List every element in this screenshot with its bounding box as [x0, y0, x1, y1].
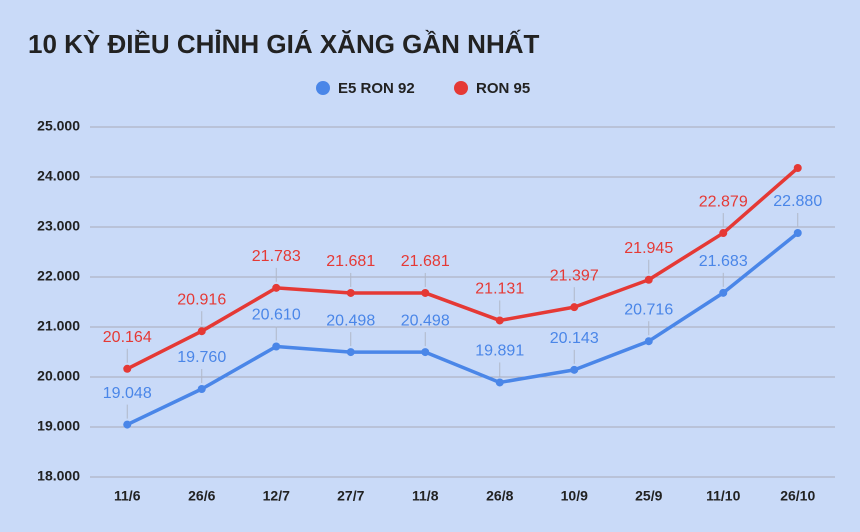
point	[495, 378, 504, 387]
x-tick-label: 10/9	[561, 488, 588, 504]
point	[197, 327, 206, 336]
value-label: 21.683	[699, 253, 748, 270]
point	[346, 348, 355, 357]
value-label: 20.143	[550, 330, 599, 347]
x-tick-label: 11/10	[706, 488, 740, 504]
value-label: 22.880	[773, 193, 822, 210]
value-label: 20.716	[624, 301, 673, 318]
x-tick-label: 26/8	[486, 488, 513, 504]
point	[346, 288, 355, 297]
point	[644, 337, 653, 346]
value-label: 21.131	[475, 281, 524, 298]
value-label: 21.681	[401, 253, 450, 270]
value-label: 20.498	[401, 312, 450, 329]
point	[197, 385, 206, 393]
y-tick-label: 21.000	[37, 318, 80, 334]
y-tick-label: 22.000	[37, 268, 80, 284]
point	[793, 164, 802, 172]
legend-label: RON 95	[476, 80, 530, 97]
point	[421, 348, 430, 357]
point	[570, 303, 579, 312]
legend-marker	[454, 81, 468, 95]
chart-title: 10 KỲ ĐIỀU CHỈNH GIÁ XĂNG GẦN NHẤT	[28, 29, 539, 59]
value-label: 19.048	[103, 385, 152, 402]
point	[272, 342, 281, 351]
point	[421, 288, 430, 297]
value-label: 21.783	[252, 248, 301, 265]
value-label: 20.164	[103, 329, 152, 346]
value-label: 21.397	[550, 267, 599, 284]
series-line	[126, 231, 799, 427]
legend-marker	[316, 81, 330, 95]
value-label: 21.681	[326, 253, 375, 270]
point	[719, 229, 728, 238]
point	[123, 420, 132, 429]
point	[570, 365, 579, 374]
x-tick-label: 11/8	[412, 488, 439, 504]
point	[793, 229, 802, 237]
series-line	[126, 166, 799, 371]
point	[719, 288, 728, 297]
point	[123, 364, 132, 373]
point	[495, 316, 504, 325]
y-tick-label: 18.000	[37, 468, 80, 484]
value-label: 19.891	[475, 343, 524, 360]
x-tick-label: 25/9	[635, 488, 662, 504]
x-tick-label: 12/7	[263, 488, 290, 504]
point	[644, 275, 653, 284]
value-label: 22.879	[699, 193, 748, 210]
y-tick-label: 19.000	[37, 418, 80, 434]
value-label: 19.760	[177, 349, 226, 366]
value-label: 20.498	[326, 312, 375, 329]
x-tick-label: 11/6	[114, 488, 141, 504]
y-tick-label: 24.000	[37, 168, 80, 184]
value-label: 21.945	[624, 240, 673, 257]
y-tick-label: 25.000	[37, 118, 80, 134]
x-tick-label: 26/10	[780, 488, 815, 504]
x-tick-label: 26/6	[188, 488, 215, 504]
value-label: 20.610	[252, 307, 301, 324]
legend-label: E5 RON 92	[338, 80, 415, 97]
y-tick-label: 20.000	[37, 368, 80, 384]
value-label: 20.916	[177, 291, 226, 308]
y-tick-label: 23.000	[37, 218, 80, 234]
x-tick-label: 27/7	[337, 488, 364, 504]
point	[272, 283, 281, 292]
